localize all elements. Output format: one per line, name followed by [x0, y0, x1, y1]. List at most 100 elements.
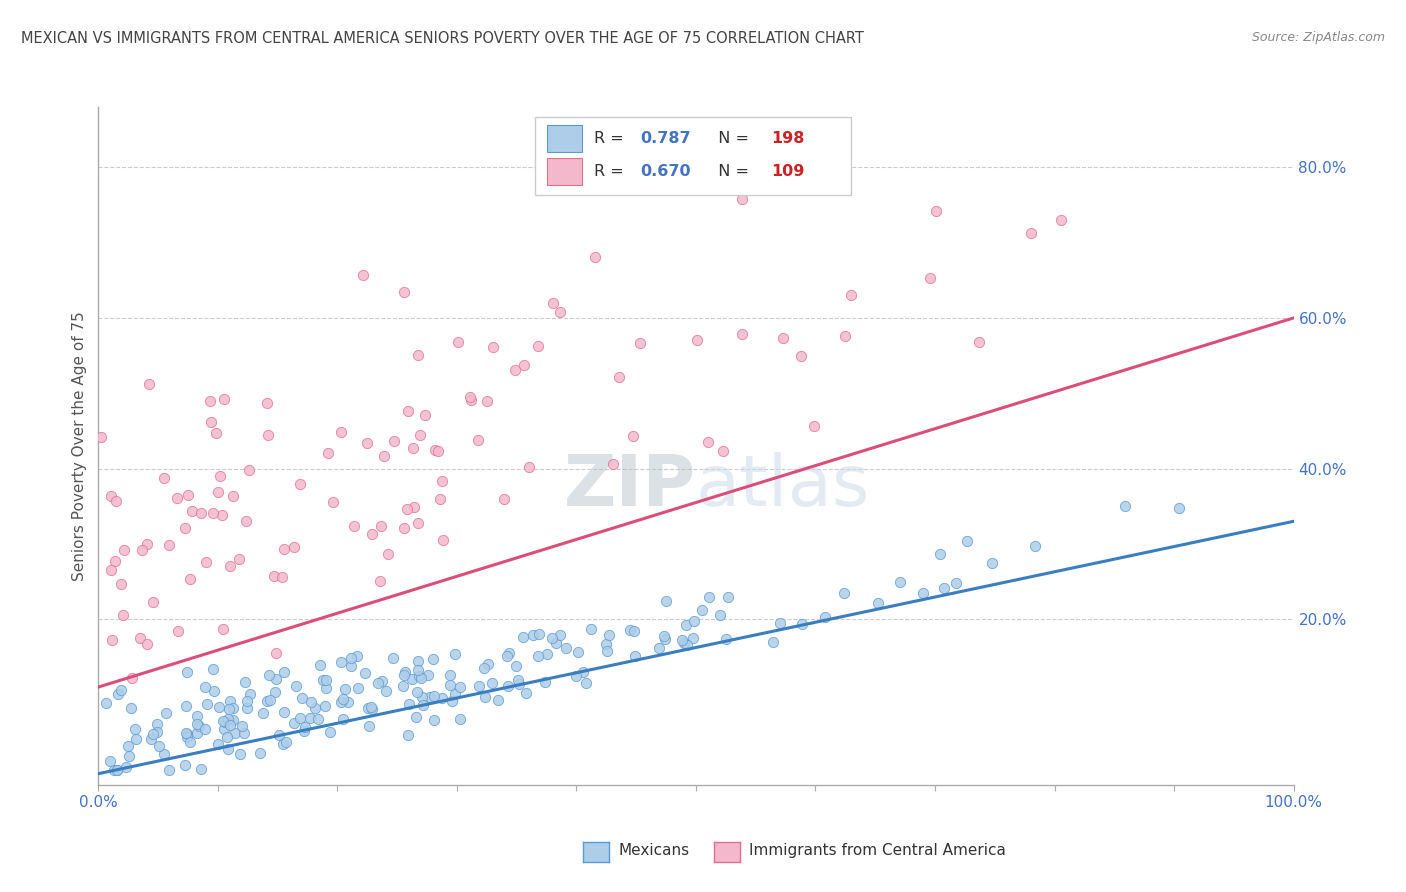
Point: [406, 654, 429, 668]
Point: [482, 340, 505, 354]
Point: [94, 696, 117, 710]
Point: [373, 449, 395, 463]
Point: [564, 669, 586, 683]
Point: [200, 393, 222, 408]
Point: [1019, 226, 1042, 240]
Point: [439, 667, 461, 681]
Point: [194, 722, 217, 736]
Point: [211, 508, 233, 523]
Point: [360, 702, 382, 716]
Point: [228, 551, 250, 566]
Point: [207, 737, 229, 751]
Point: [249, 747, 271, 761]
Point: [138, 376, 160, 391]
Point: [398, 697, 420, 711]
Point: [131, 543, 153, 558]
Point: [236, 694, 259, 708]
Point: [232, 726, 254, 740]
Text: MEXICAN VS IMMIGRANTS FROM CENTRAL AMERICA SENIORS POVERTY OVER THE AGE OF 75 CO: MEXICAN VS IMMIGRANTS FROM CENTRAL AMERI…: [21, 31, 863, 46]
Point: [486, 693, 509, 707]
Point: [412, 698, 434, 713]
Point: [495, 649, 517, 664]
Point: [460, 393, 482, 408]
Point: [224, 726, 246, 740]
Point: [211, 622, 233, 636]
Point: [371, 674, 394, 689]
Point: [475, 394, 498, 409]
Point: [235, 675, 257, 690]
Point: [697, 434, 720, 449]
Point: [239, 687, 262, 701]
Point: [423, 713, 446, 727]
Point: [406, 663, 429, 677]
Point: [298, 711, 321, 725]
Point: [711, 444, 734, 458]
Text: N =: N =: [709, 164, 754, 179]
Point: [790, 349, 813, 363]
Point: [690, 603, 713, 617]
Point: [148, 739, 170, 754]
Point: [343, 519, 366, 533]
Point: [263, 569, 285, 583]
Point: [536, 647, 558, 661]
Point: [1024, 539, 1046, 553]
Point: [167, 624, 190, 639]
Point: [792, 616, 814, 631]
Point: [395, 501, 418, 516]
Point: [449, 712, 471, 726]
Point: [332, 691, 354, 706]
Point: [264, 646, 287, 660]
Text: 198: 198: [772, 131, 804, 146]
Text: N =: N =: [709, 131, 754, 146]
Point: [112, 542, 135, 557]
Point: [621, 429, 644, 443]
Point: [548, 628, 571, 642]
Point: [439, 677, 461, 691]
Point: [404, 500, 426, 515]
Point: [292, 724, 315, 739]
Point: [512, 630, 534, 644]
Point: [481, 676, 503, 690]
Text: ZIP: ZIP: [564, 452, 696, 521]
Point: [401, 672, 423, 686]
Point: [340, 650, 363, 665]
Point: [458, 390, 481, 404]
Point: [217, 742, 239, 756]
Text: 0.787: 0.787: [640, 131, 690, 146]
Point: [396, 728, 419, 742]
Point: [581, 622, 603, 636]
Point: [396, 404, 419, 418]
Point: [186, 725, 208, 739]
Point: [316, 446, 339, 460]
Point: [468, 679, 491, 693]
Point: [332, 712, 354, 726]
Point: [136, 637, 159, 651]
Point: [474, 690, 496, 705]
Point: [146, 725, 169, 739]
Point: [174, 699, 197, 714]
Point: [314, 698, 336, 713]
Point: [967, 335, 990, 350]
Point: [146, 717, 169, 731]
Point: [370, 519, 392, 533]
Point: [356, 436, 378, 450]
Point: [814, 609, 837, 624]
Point: [330, 655, 353, 669]
Point: [697, 590, 720, 604]
Point: [222, 713, 245, 727]
Point: [222, 700, 245, 714]
Point: [541, 631, 564, 645]
Point: [299, 695, 322, 709]
Point: [496, 679, 519, 693]
Point: [346, 649, 368, 664]
Point: [394, 665, 416, 679]
Point: [406, 348, 429, 362]
Point: [101, 632, 124, 647]
Point: [204, 425, 226, 440]
Point: [176, 730, 198, 744]
Point: [100, 489, 122, 503]
Point: [174, 757, 197, 772]
FancyBboxPatch shape: [547, 126, 582, 153]
Point: [392, 285, 415, 299]
Point: [124, 722, 146, 736]
